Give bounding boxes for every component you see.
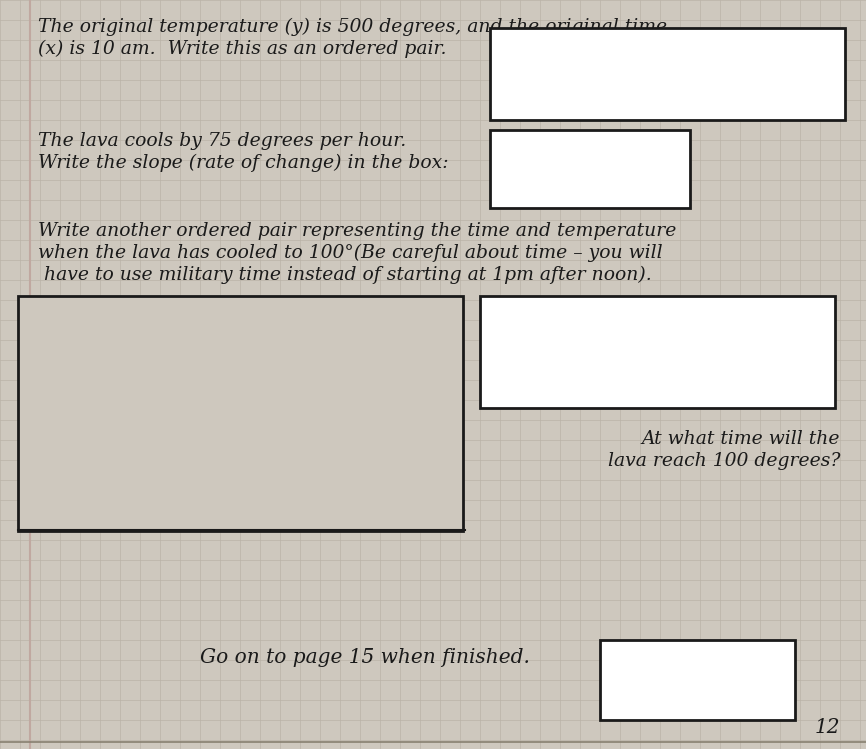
Text: lava reach 100 degrees?: lava reach 100 degrees? [608, 452, 840, 470]
Text: Write the slope (rate of change) in the box:: Write the slope (rate of change) in the … [38, 154, 449, 172]
FancyBboxPatch shape [600, 640, 795, 720]
FancyBboxPatch shape [480, 296, 835, 408]
Text: (10,500): (10,500) [596, 58, 739, 90]
Text: Go on to page 15 when finished.: Go on to page 15 when finished. [200, 648, 530, 667]
Text: Write another ordered pair representing the time and temperature: Write another ordered pair representing … [38, 222, 676, 240]
FancyBboxPatch shape [18, 296, 463, 531]
Text: At what time will the: At what time will the [642, 430, 840, 448]
Text: The lava cools by 75 degrees per hour.: The lava cools by 75 degrees per hour. [38, 132, 406, 150]
Text: (: ( [510, 339, 520, 366]
Text: The original temperature (y) is 500 degrees, and the original time: The original temperature (y) is 500 degr… [38, 18, 667, 36]
FancyBboxPatch shape [490, 130, 690, 208]
Text: ,: , [624, 339, 632, 366]
Text: Work:: Work: [35, 302, 91, 320]
Text: ): ) [812, 339, 823, 366]
Text: when the lava has cooled to 100°(Be careful about time – you will: when the lava has cooled to 100°(Be care… [38, 244, 662, 262]
FancyBboxPatch shape [490, 28, 845, 120]
Text: have to use military time instead of starting at 1pm after noon).: have to use military time instead of sta… [38, 266, 652, 285]
Text: 12: 12 [815, 718, 840, 737]
Text: (x) is 10 am.  Write this as an ordered pair.: (x) is 10 am. Write this as an ordered p… [38, 40, 447, 58]
